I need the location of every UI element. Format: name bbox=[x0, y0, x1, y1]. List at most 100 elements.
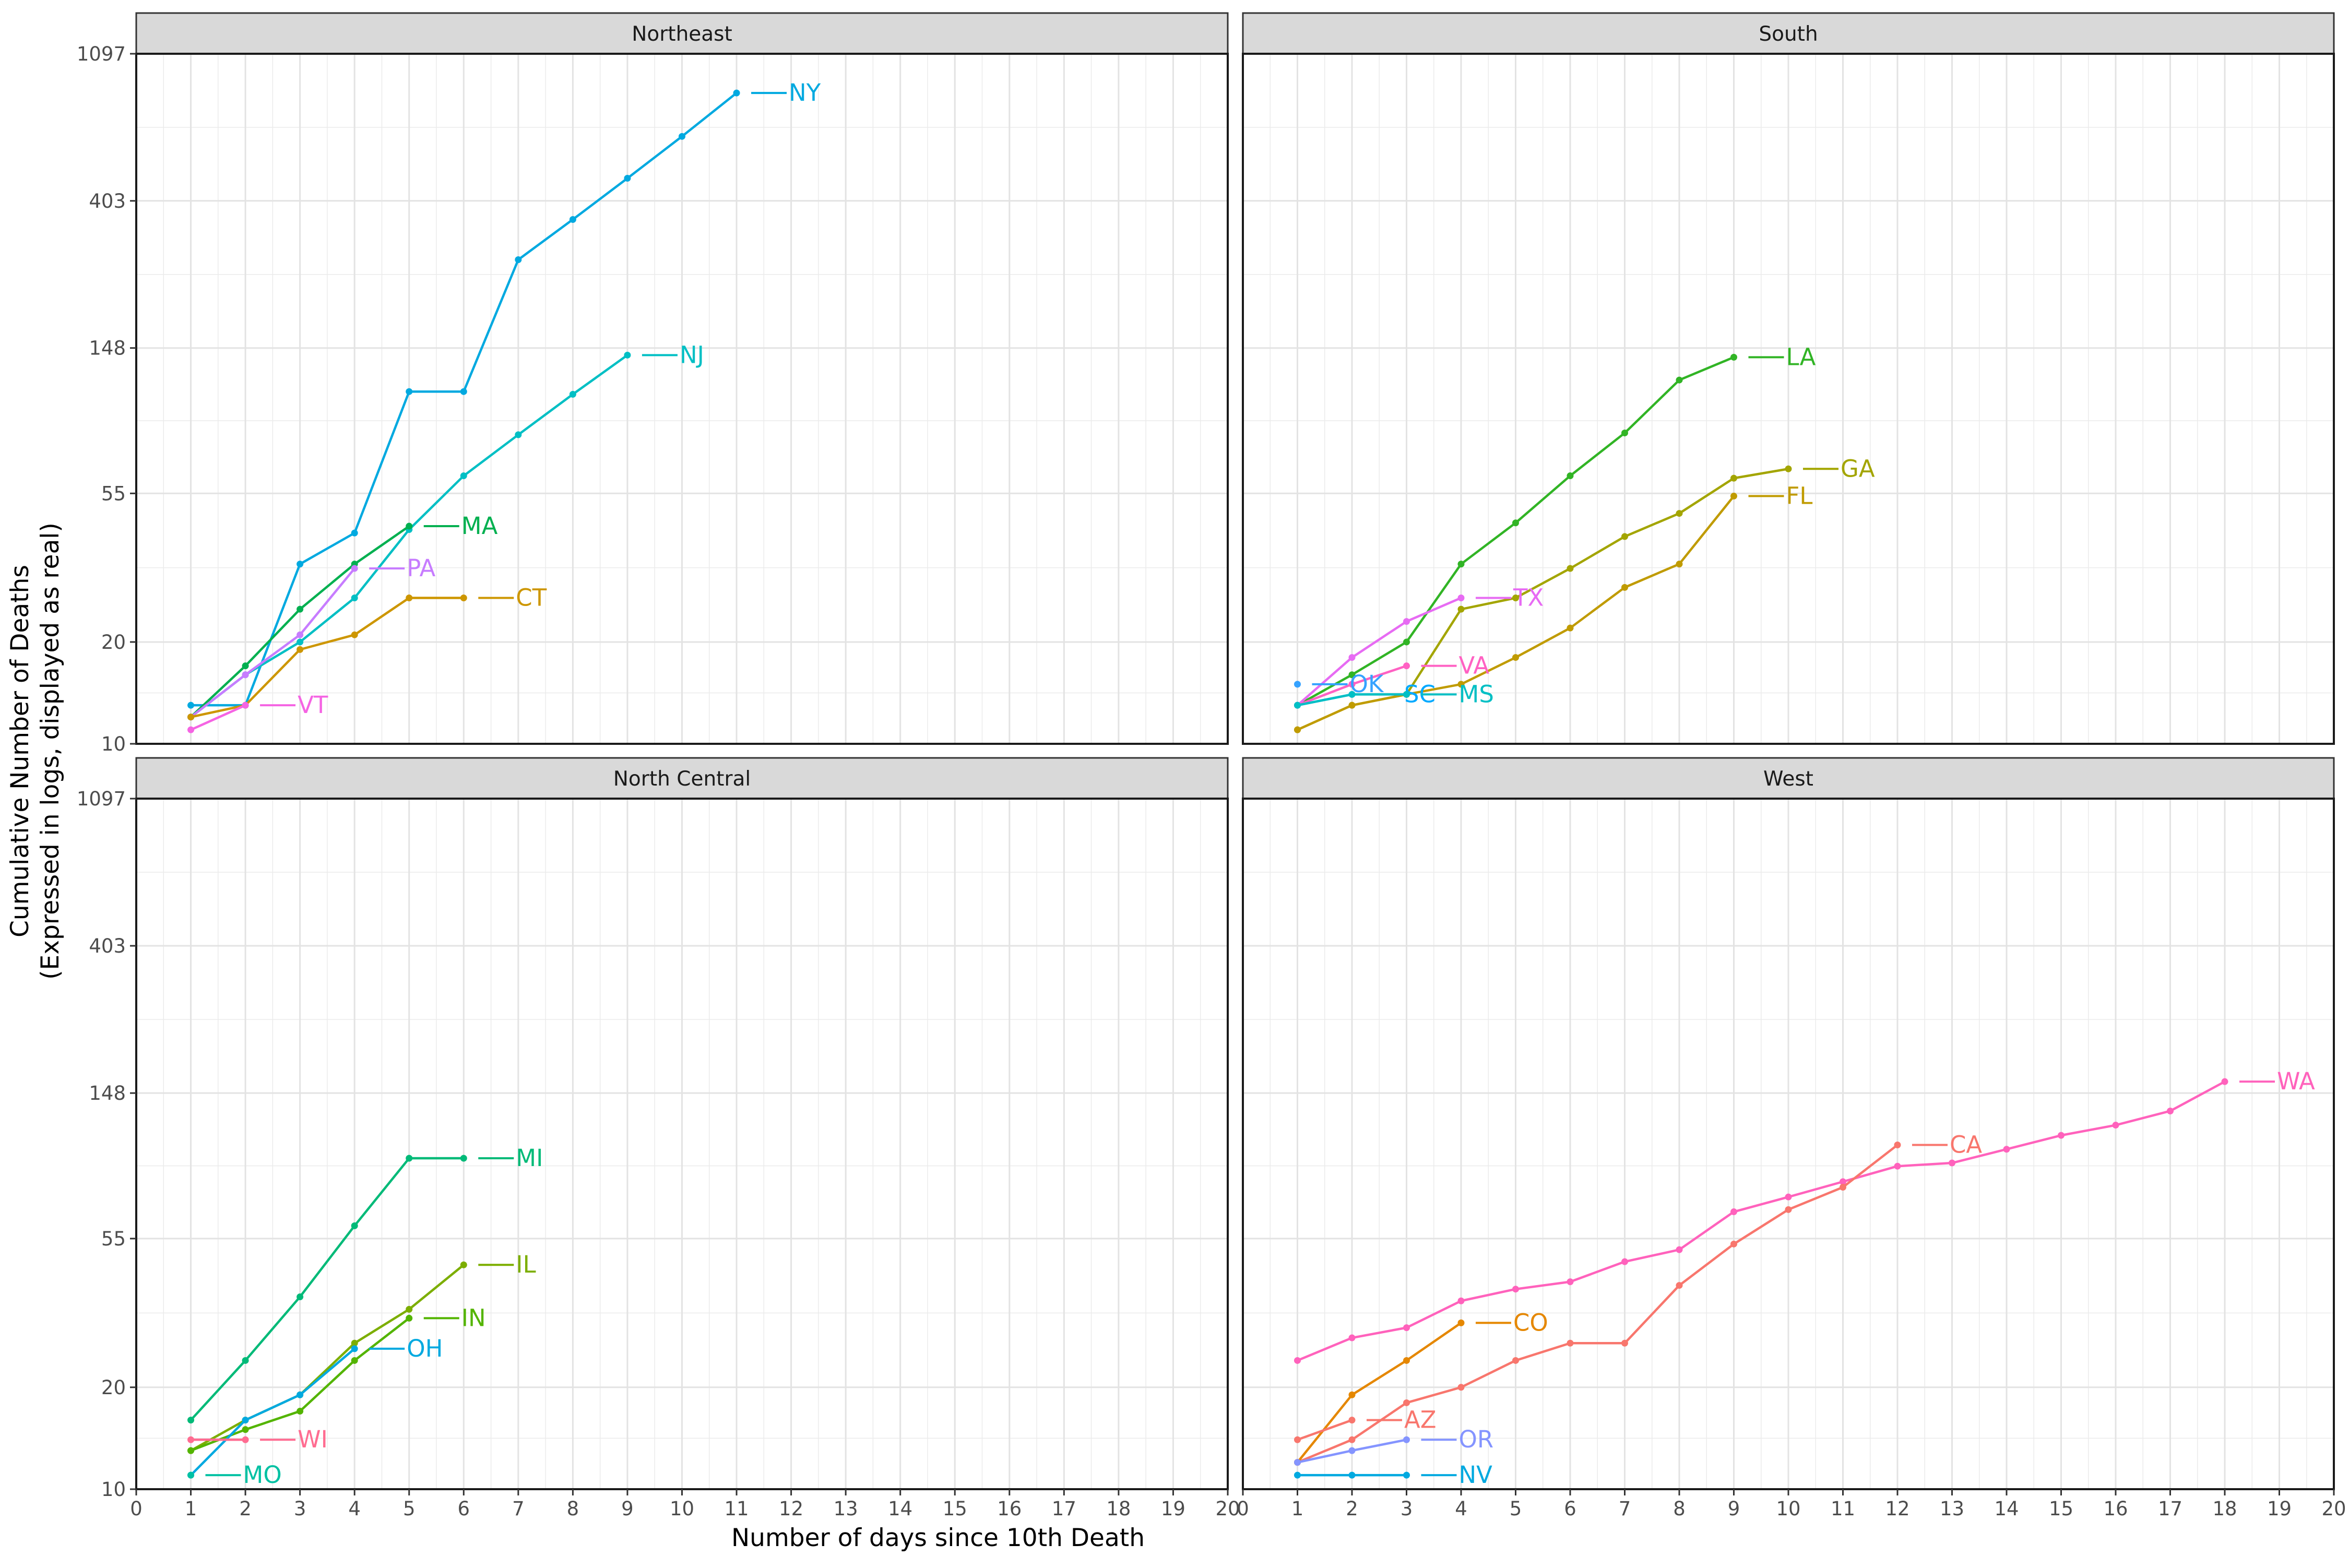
data-point-ny bbox=[679, 133, 685, 140]
x-tick-label: 3 bbox=[294, 1498, 306, 1520]
data-point-la bbox=[1676, 376, 1683, 384]
data-point-ct bbox=[460, 594, 467, 601]
x-tick-label: 7 bbox=[1619, 1498, 1631, 1520]
y-tick-label: 10 bbox=[101, 1478, 126, 1501]
data-point-wa bbox=[1512, 1286, 1519, 1293]
data-point-ca bbox=[1840, 1184, 1846, 1191]
series-label-ga: GA bbox=[1841, 455, 1875, 482]
y-axis-title-line2: (Expressed in logs, displayed as real) bbox=[36, 522, 65, 980]
data-point-ok bbox=[1294, 681, 1301, 688]
y-tick-label: 55 bbox=[101, 1228, 126, 1250]
data-point-ca bbox=[1403, 1399, 1410, 1406]
series-label-la: LA bbox=[1786, 343, 1816, 371]
data-point-az bbox=[1294, 1436, 1301, 1443]
data-point-ms bbox=[1294, 702, 1301, 709]
data-point-wa bbox=[1403, 1324, 1410, 1332]
data-point-fl bbox=[1512, 654, 1519, 661]
data-point-va bbox=[1348, 681, 1356, 688]
y-tick-label: 403 bbox=[89, 190, 126, 212]
data-point-wa bbox=[2221, 1078, 2228, 1085]
x-tick-label: 5 bbox=[403, 1498, 416, 1520]
x-tick-label: 3 bbox=[1401, 1498, 1413, 1520]
data-point-pa bbox=[296, 631, 304, 638]
data-point-co bbox=[1457, 1319, 1465, 1326]
data-point-il bbox=[460, 1261, 467, 1268]
series-line-ca bbox=[1297, 1144, 1899, 1464]
panel-strip bbox=[1242, 12, 2335, 55]
y-tick-label: 148 bbox=[89, 1082, 126, 1104]
data-point-tx bbox=[1403, 618, 1410, 625]
data-point-ny bbox=[406, 388, 413, 395]
y-tick-label: 148 bbox=[89, 337, 126, 360]
series-label-tx: TX bbox=[1513, 584, 1544, 611]
x-tick-label: 14 bbox=[888, 1498, 912, 1520]
panel-strip bbox=[135, 12, 1229, 55]
data-point-la bbox=[1730, 353, 1737, 361]
x-tick-label: 2 bbox=[239, 1498, 252, 1520]
data-point-ca bbox=[1621, 1339, 1628, 1347]
x-tick-label: 20 bbox=[1215, 1498, 1240, 1520]
panel-border bbox=[1242, 53, 2335, 745]
data-point-la bbox=[1457, 561, 1465, 568]
data-point-nj bbox=[296, 638, 304, 646]
x-tick-label: 10 bbox=[670, 1498, 694, 1520]
series-line-oh bbox=[189, 1348, 355, 1476]
data-point-wi bbox=[242, 1436, 249, 1443]
data-point-la bbox=[1403, 638, 1410, 646]
series-label-wi: WI bbox=[298, 1426, 328, 1453]
data-point-ca bbox=[1894, 1141, 1901, 1148]
series-label-il: IL bbox=[516, 1251, 536, 1278]
data-point-nj bbox=[460, 472, 467, 480]
data-point-vt bbox=[242, 702, 249, 709]
series-label-co: CO bbox=[1513, 1309, 1548, 1336]
data-point-oh bbox=[351, 1345, 358, 1352]
data-point-mi bbox=[351, 1222, 358, 1229]
data-point-mo bbox=[187, 1471, 195, 1479]
x-tick-label: 14 bbox=[1994, 1498, 2019, 1520]
x-tick-label: 16 bbox=[997, 1498, 1022, 1520]
data-point-in bbox=[242, 1426, 249, 1433]
data-point-fl bbox=[1457, 681, 1465, 688]
data-point-wa bbox=[2112, 1122, 2119, 1129]
data-point-fl bbox=[1676, 561, 1683, 568]
series-label-pa: PA bbox=[407, 554, 435, 582]
series-label-fl: FL bbox=[1786, 482, 1813, 509]
x-tick-label: 1 bbox=[1291, 1498, 1304, 1520]
data-point-oh bbox=[242, 1417, 249, 1424]
data-point-pa bbox=[242, 671, 249, 679]
x-axis-title: Number of days since 10th Death bbox=[731, 1524, 1145, 1552]
data-point-fl bbox=[1730, 492, 1737, 500]
x-tick-label: 11 bbox=[1831, 1498, 1855, 1520]
x-tick-label: 8 bbox=[1673, 1498, 1686, 1520]
data-point-la bbox=[1567, 472, 1574, 480]
series-line-az bbox=[1297, 1419, 1353, 1441]
data-point-fl bbox=[1567, 624, 1574, 632]
series-line-il bbox=[190, 1264, 465, 1452]
data-point-nj bbox=[515, 431, 522, 438]
data-point-ga bbox=[1785, 465, 1792, 472]
y-tick-label: 20 bbox=[101, 631, 126, 654]
data-point-ny bbox=[569, 216, 576, 223]
data-point-nv bbox=[1403, 1471, 1410, 1479]
series-label-ct: CT bbox=[516, 584, 547, 611]
series-line-ct bbox=[191, 597, 464, 718]
data-point-ca bbox=[1348, 1436, 1356, 1443]
data-point-fl bbox=[1621, 584, 1628, 591]
data-point-ny bbox=[733, 89, 740, 97]
x-tick-label: 13 bbox=[834, 1498, 858, 1520]
panel-border bbox=[135, 53, 1229, 745]
x-tick-label: 6 bbox=[458, 1498, 470, 1520]
data-point-ny bbox=[624, 175, 631, 182]
data-point-mi bbox=[296, 1293, 304, 1301]
data-point-in bbox=[351, 1357, 358, 1364]
y-tick-label: 20 bbox=[101, 1376, 126, 1399]
series-label-ma: MA bbox=[461, 512, 498, 540]
series-label-az: AZ bbox=[1404, 1406, 1437, 1434]
data-point-vt bbox=[187, 726, 195, 733]
x-tick-label: 1 bbox=[185, 1498, 197, 1520]
data-point-wa bbox=[2058, 1132, 2065, 1139]
data-point-wa bbox=[1457, 1297, 1465, 1304]
data-point-or bbox=[1403, 1436, 1410, 1443]
